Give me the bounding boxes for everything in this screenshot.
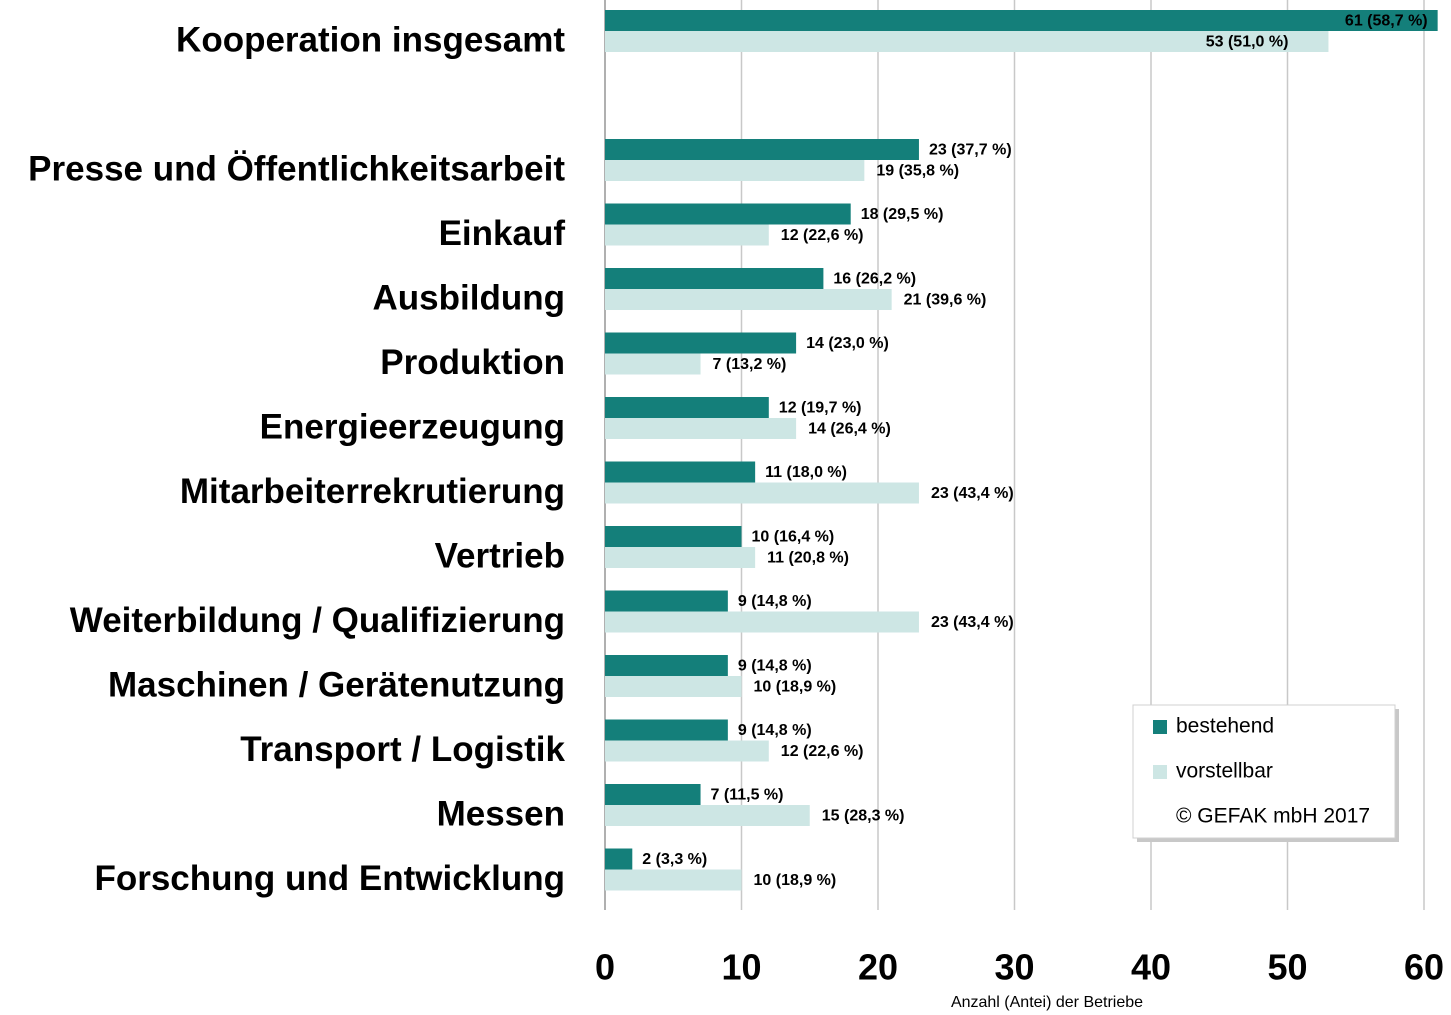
category-label: Transport / Logistik — [240, 730, 565, 769]
data-label: 2 (3,3 %) — [642, 851, 707, 868]
x-tick-label: 50 — [1267, 947, 1307, 988]
category-label: Presse und Öffentlichkeitsarbeit — [28, 149, 565, 188]
data-label: 12 (22,6 %) — [781, 227, 864, 244]
bar — [605, 526, 742, 547]
data-label: 23 (43,4 %) — [931, 485, 1014, 502]
legend — [1132, 704, 1396, 839]
bar — [605, 547, 756, 568]
bar — [605, 268, 824, 289]
data-label: 12 (22,6 %) — [781, 743, 864, 760]
legend-label: bestehend — [1176, 715, 1274, 738]
category-label: Forschung und Entwicklung — [94, 859, 565, 898]
category-label: Maschinen / Gerätenutzung — [108, 665, 565, 704]
x-tick-label: 40 — [1131, 947, 1171, 988]
data-label: 14 (26,4 %) — [808, 421, 891, 438]
bar — [605, 418, 797, 439]
category-label: Messen — [437, 794, 565, 833]
data-label: 11 (20,8 %) — [767, 550, 849, 567]
category-label: Einkauf — [439, 214, 566, 253]
bar — [605, 719, 728, 741]
data-label: 23 (43,4 %) — [931, 614, 1014, 631]
bar — [605, 676, 742, 697]
category-label: Produktion — [380, 343, 565, 382]
bar — [605, 31, 1329, 52]
data-label: 9 (14,8 %) — [738, 593, 812, 610]
data-label: 23 (37,7 %) — [929, 142, 1012, 159]
bar — [605, 203, 851, 225]
bar — [605, 655, 728, 676]
data-label: 19 (35,8 %) — [876, 163, 959, 180]
category-label: Kooperation insgesamt — [176, 20, 565, 59]
x-tick-label: 10 — [721, 947, 761, 988]
category-label: Mitarbeiterrekrutierung — [180, 472, 565, 511]
note: © GEFAK mbH 2017 — [1176, 805, 1370, 828]
data-label: 10 (16,4 %) — [752, 529, 835, 546]
data-label: 11 (18,0 %) — [765, 464, 847, 481]
bar — [605, 160, 865, 181]
data-label: 53 (51,0 %) — [1206, 34, 1289, 51]
category-label: Vertrieb — [435, 536, 565, 575]
category-label: Weiterbildung / Qualifizierung — [70, 601, 565, 640]
data-label: 9 (14,8 %) — [738, 658, 812, 675]
bar — [605, 805, 810, 826]
legend-label: vorstellbar — [1176, 760, 1273, 783]
bar — [605, 224, 769, 246]
bar — [605, 289, 892, 310]
legend-swatch — [1153, 720, 1167, 734]
category-label: Ausbildung — [373, 278, 565, 317]
data-label: 12 (19,7 %) — [779, 400, 862, 417]
bar — [605, 139, 919, 160]
data-label: 15 (28,3 %) — [822, 808, 905, 825]
bar — [605, 740, 769, 762]
legend-swatch — [1153, 765, 1167, 779]
x-tick-label: 60 — [1404, 947, 1444, 988]
bar — [605, 461, 756, 483]
bar — [605, 848, 633, 870]
data-label: 14 (23,0 %) — [806, 335, 889, 352]
data-label: 7 (13,2 %) — [713, 356, 787, 373]
data-label: 18 (29,5 %) — [861, 206, 944, 223]
data-label: 10 (18,9 %) — [754, 872, 837, 889]
data-label: 7 (11,5 %) — [711, 787, 784, 804]
data-label: 9 (14,8 %) — [738, 722, 812, 739]
x-axis-label: Anzahl (Antei) der Betriebe — [951, 994, 1143, 1011]
x-tick-label: 20 — [858, 947, 898, 988]
bar — [605, 784, 701, 805]
bar — [605, 590, 728, 612]
x-tick-label: 30 — [994, 947, 1034, 988]
bar — [605, 332, 797, 354]
data-label: 16 (26,2 %) — [833, 271, 916, 288]
bar — [605, 869, 742, 891]
bar — [605, 397, 769, 418]
x-tick-label: 0 — [595, 947, 615, 988]
data-label: 61 (58,7 %) — [1345, 13, 1428, 30]
category-label: Energieerzeugung — [260, 407, 565, 446]
data-label: 10 (18,9 %) — [754, 679, 837, 696]
bar — [605, 611, 919, 633]
data-label: 21 (39,6 %) — [904, 292, 987, 309]
bar — [605, 482, 919, 504]
bar — [605, 10, 1438, 31]
bar — [605, 353, 701, 375]
